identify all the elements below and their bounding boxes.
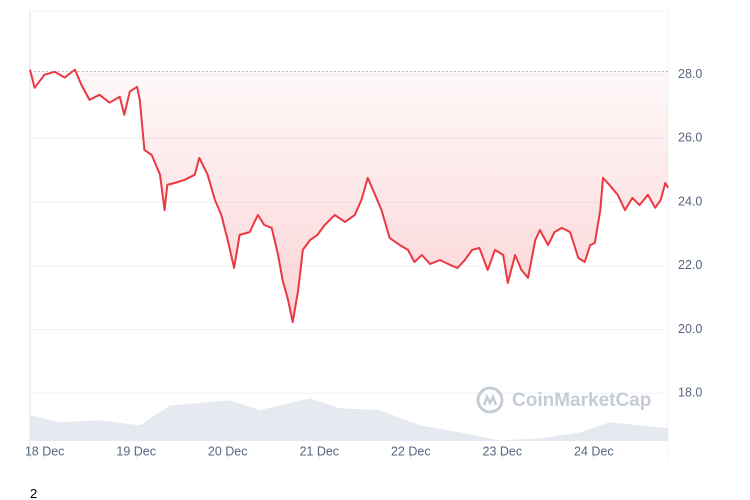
y-tick-label: 20.0	[678, 322, 702, 336]
chart: 18.0 20.0 22.0 24.0 26.0 28.0 18 Dec 19 Dec 20 D…	[25, 10, 702, 459]
x-tick-label: 20 Dec	[208, 444, 248, 458]
x-tick-label: 24 Dec	[574, 444, 614, 458]
volume-area	[30, 398, 668, 441]
x-tick-label: 18 Dec	[25, 444, 65, 458]
price-line	[29, 68, 669, 324]
area-fill	[30, 69, 668, 323]
y-tick-label: 24.0	[678, 194, 702, 208]
y-tick-label: 18.0	[678, 386, 702, 400]
y-tick-label: 28.0	[678, 67, 702, 81]
watermark-logo	[476, 386, 504, 414]
watermark: CoinMarketCap	[512, 390, 651, 411]
x-tick-label: 21 Dec	[299, 444, 339, 458]
footer-text: 2	[30, 486, 38, 500]
y-tick-label: 26.0	[678, 131, 702, 145]
x-tick-label: 19 Dec	[116, 444, 156, 458]
x-tick-label: 22 Dec	[391, 444, 431, 458]
y-tick-label: 22.0	[678, 258, 702, 272]
x-tick-label: 23 Dec	[483, 444, 523, 458]
watermark-logo-mark	[482, 393, 498, 406]
